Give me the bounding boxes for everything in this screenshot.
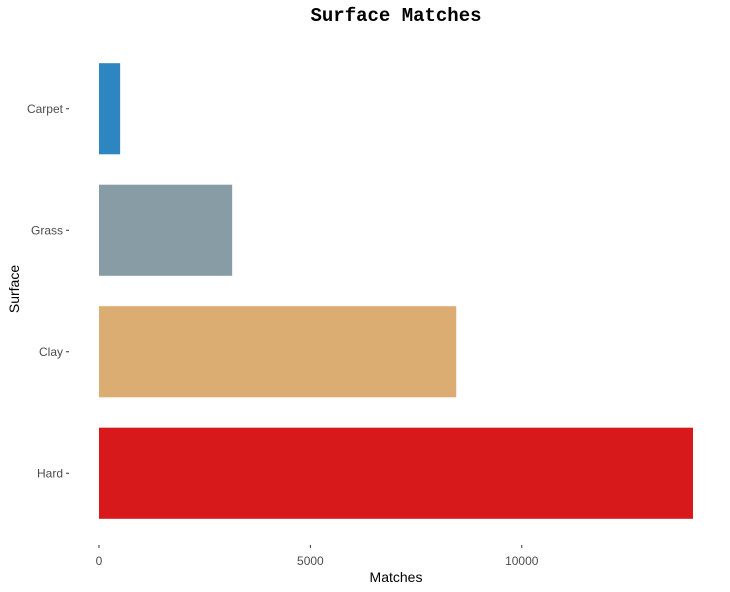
y-axis-title: Surface [6, 265, 22, 313]
y-tick-label-hard: Hard [37, 466, 63, 480]
x-axis-title: Matches [370, 569, 423, 585]
x-axis: 0 5000 10000 [96, 545, 539, 568]
y-tick-label-clay: Clay [39, 345, 63, 359]
y-tick-label-carpet: Carpet [27, 102, 64, 116]
y-axis: Carpet Grass Clay Hard [27, 102, 69, 480]
chart-title: Surface Matches [310, 5, 481, 27]
bar-grass [99, 184, 233, 276]
y-tick-label-grass: Grass [31, 223, 63, 237]
bars-layer [99, 63, 693, 519]
x-tick-label-0: 0 [96, 554, 103, 568]
bar-carpet [99, 63, 121, 155]
x-tick-label-10000: 10000 [505, 554, 539, 568]
bar-clay [99, 306, 457, 398]
bar-hard [99, 427, 693, 519]
x-tick-label-5000: 5000 [297, 554, 324, 568]
